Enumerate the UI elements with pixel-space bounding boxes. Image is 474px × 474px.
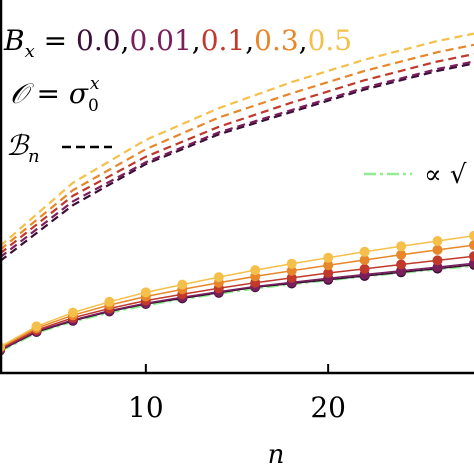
legend-value-4: 0.5 [308,24,353,57]
legend-bound-subscript: n [28,146,40,167]
legend-value-2: 0.1 [201,24,246,57]
bound-line-4 [0,32,474,248]
legend-value-0: 0.0 [76,24,121,57]
x-tick-label-0: 10 [128,391,164,424]
legend: Bx = 0.0,0.01,0.1,0.3,0.5 𝒪 = σ0x ℬn ∝ √ [3,24,467,190]
observable-point-4-9 [323,252,334,263]
bound-line-3 [0,43,474,251]
legend-observable-row: 𝒪 = σ0x [10,74,100,116]
observable-point-4-13 [469,230,474,241]
x-ticks: 10 20 [128,364,346,424]
observable-point-3-12 [432,244,443,255]
observable-point-2-11 [396,259,407,270]
legend-equals: = [35,24,76,57]
legend-value-1: 0.01 [129,24,191,57]
observable-point-2-13 [469,251,474,262]
observable-point-4-4 [140,287,151,298]
observable-point-2-10 [359,263,370,274]
observable-point-3-9 [323,260,334,271]
observable-point-2-8 [286,272,297,283]
bound-line-1 [0,60,474,259]
observable-point-3-8 [286,265,297,276]
plot-area [0,32,474,356]
observable-point-4-3 [104,296,115,307]
observable-point-4-8 [286,258,297,269]
observable-point-4-1 [31,321,42,332]
legend-sep-3: , [299,24,308,57]
observable-point-4-2 [67,307,78,318]
x-axis-label: n [268,440,285,470]
observable-line-0 [0,264,474,352]
observable-point-4-11 [396,241,407,252]
observable-line-2 [0,255,474,350]
observable-point-4-12 [432,236,443,246]
legend-observable-label: 𝒪 = σ [10,77,89,110]
legend-sep-1: , [192,24,201,57]
legend-observable-sub: 0 [88,96,99,116]
x-tick-label-1: 20 [310,391,346,424]
legend-sep-2: , [245,24,254,57]
bound-line-0 [0,62,474,262]
legend-fit-label: ∝ √ [424,160,467,190]
observable-point-3-13 [469,240,474,251]
observable-point-3-11 [396,249,407,260]
observable-line-4 [0,234,474,348]
bound-line-2 [0,53,474,255]
legend-sep-0: , [121,24,130,57]
legend-bound-row: ℬn [6,129,40,167]
observable-point-4-7 [250,265,261,276]
observable-point-2-9 [323,268,334,278]
legend-parameter-symbol: B [3,24,25,57]
observable-point-4-10 [359,246,370,257]
observable-point-4-5 [177,279,188,290]
observable-line-3 [0,244,474,349]
legend-parameter-subscript: x [25,41,35,62]
observable-point-2-12 [432,255,443,266]
legend-bound-label: ℬ [6,129,30,162]
observable-line-1 [0,262,474,351]
legend-observable-sup: x [90,74,100,94]
legend-value-3: 0.3 [254,24,299,57]
legend-parameter-row: Bx = 0.0,0.01,0.1,0.3,0.5 [3,24,352,62]
observable-point-4-6 [213,272,224,283]
observable-point-3-10 [359,255,370,265]
